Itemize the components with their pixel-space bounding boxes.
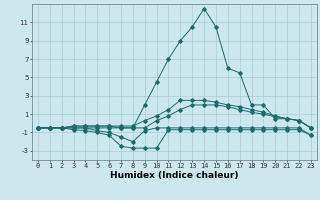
X-axis label: Humidex (Indice chaleur): Humidex (Indice chaleur) — [110, 171, 239, 180]
